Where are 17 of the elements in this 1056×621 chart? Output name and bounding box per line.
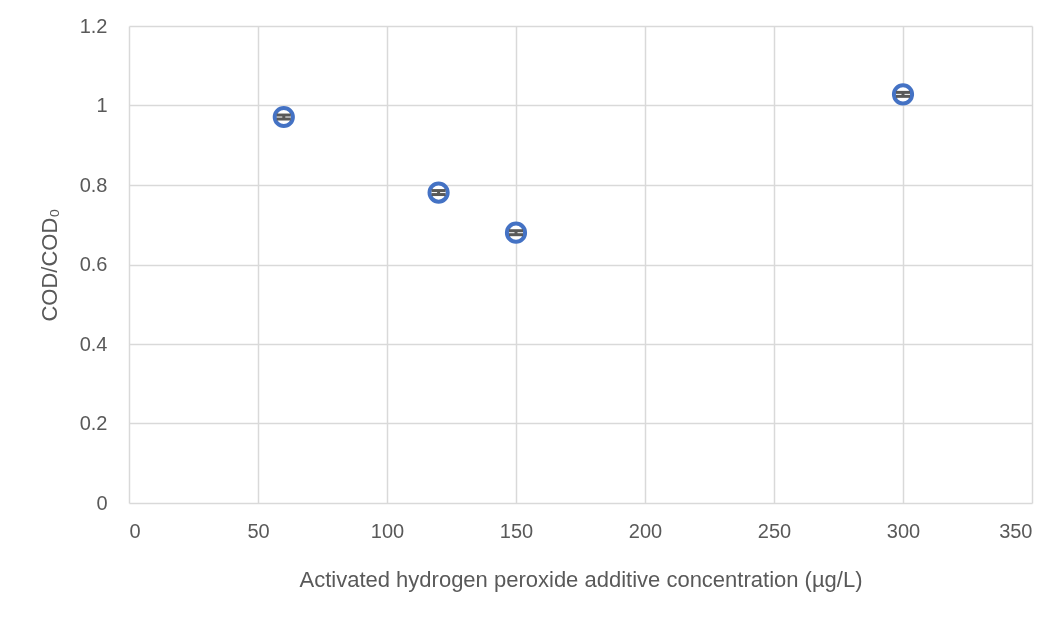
y-tick-label: 0.4: [79, 332, 108, 355]
y-tick-label: 0: [96, 491, 108, 514]
y-tick-label: 0.2: [79, 412, 108, 434]
x-tick-label: 350: [999, 519, 1033, 542]
y-tick-label: 1: [96, 94, 108, 116]
y-tick-label: 0.8: [79, 173, 108, 196]
y-axis-title: COD/COD₀: [36, 208, 62, 322]
x-tick-label: 0: [129, 519, 141, 542]
x-tick-label: 150: [499, 519, 534, 542]
x-tick-label: 200: [628, 519, 663, 542]
x-tick-label: 300: [886, 519, 921, 542]
x-tick-label: 100: [370, 519, 405, 542]
y-tick-label: 1.2: [79, 14, 108, 37]
x-tick-label: 250: [757, 519, 792, 542]
y-tick-label: 0.6: [79, 253, 108, 275]
x-axis-title: Activated hydrogen peroxide additive concentration (µg/L): [299, 566, 863, 592]
x-tick-label: 50: [247, 519, 270, 542]
